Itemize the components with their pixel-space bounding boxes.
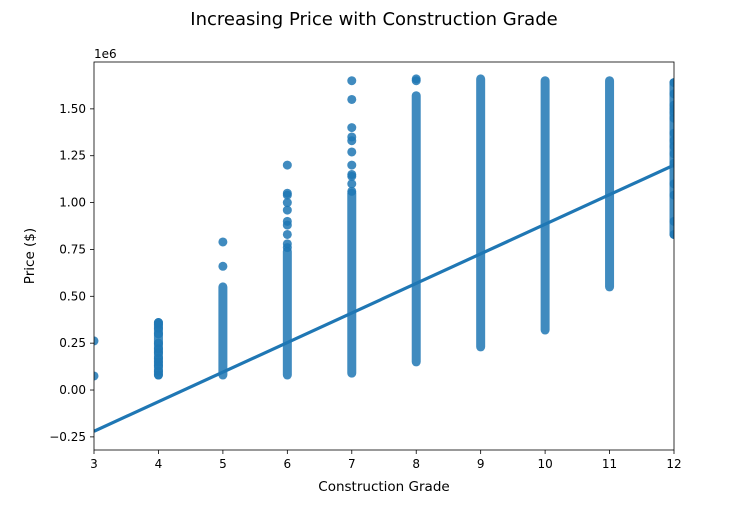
data-point — [347, 169, 357, 179]
regression-line — [94, 163, 674, 433]
data-point — [669, 100, 674, 110]
chart-title: Increasing Price with Construction Grade — [190, 9, 557, 30]
data-point — [669, 190, 674, 200]
data-point — [669, 179, 674, 189]
x-tick-label: 8 — [412, 457, 420, 471]
y-tick-label: 0.00 — [59, 383, 86, 397]
y-tick-label: 0.75 — [59, 242, 86, 256]
data-point — [347, 186, 357, 196]
y-scale-label: 1e6 — [94, 47, 117, 61]
data-point — [218, 237, 228, 247]
y-axis: −0.25 0.00 0.25 0.50 0.75 1.00 1.25 1.50 — [49, 102, 94, 444]
data-point — [282, 239, 292, 249]
y-tick-label: −0.25 — [49, 430, 86, 444]
data-point — [669, 136, 674, 146]
data-point — [347, 147, 357, 157]
data-point — [347, 132, 357, 142]
data-point — [411, 74, 421, 84]
x-tick-label: 4 — [155, 457, 163, 471]
data-point — [669, 78, 674, 88]
x-tick-label: 5 — [219, 457, 227, 471]
data-points — [94, 74, 674, 381]
data-point — [347, 76, 357, 86]
x-tick-label: 10 — [537, 457, 552, 471]
data-point — [669, 229, 674, 239]
data-point — [669, 128, 674, 138]
x-axis-label: Construction Grade — [318, 479, 449, 495]
data-point — [153, 338, 163, 348]
data-point — [282, 229, 292, 239]
data-point — [669, 89, 674, 99]
x-tick-label: 3 — [90, 457, 98, 471]
x-tick-label: 12 — [666, 457, 681, 471]
data-point — [282, 160, 292, 170]
data-point — [218, 261, 228, 271]
y-tick-label: 0.50 — [59, 289, 86, 303]
data-point — [669, 216, 674, 226]
plot-frame — [93, 61, 675, 451]
y-axis-label: Price ($) — [22, 228, 38, 284]
x-tick-label: 11 — [602, 457, 617, 471]
data-point — [347, 160, 357, 170]
data-point — [282, 188, 292, 198]
data-point — [347, 94, 357, 104]
data-point — [282, 216, 292, 226]
y-tick-label: 1.25 — [59, 149, 86, 163]
x-tick-label: 7 — [348, 457, 356, 471]
data-point — [282, 198, 292, 208]
y-tick-label: 1.00 — [59, 196, 86, 210]
x-tick-label: 9 — [477, 457, 485, 471]
data-point — [153, 318, 163, 328]
data-point — [347, 179, 357, 189]
data-point — [347, 123, 357, 133]
x-axis: 3 4 5 6 7 8 9 10 11 12 — [90, 450, 682, 471]
data-point — [282, 205, 292, 215]
data-point — [94, 371, 99, 381]
data-point — [669, 149, 674, 159]
data-point — [94, 336, 99, 346]
y-tick-label: 1.50 — [59, 102, 86, 116]
y-tick-label: 0.25 — [59, 336, 86, 350]
x-tick-label: 6 — [284, 457, 292, 471]
regression-line-layer — [94, 163, 674, 433]
